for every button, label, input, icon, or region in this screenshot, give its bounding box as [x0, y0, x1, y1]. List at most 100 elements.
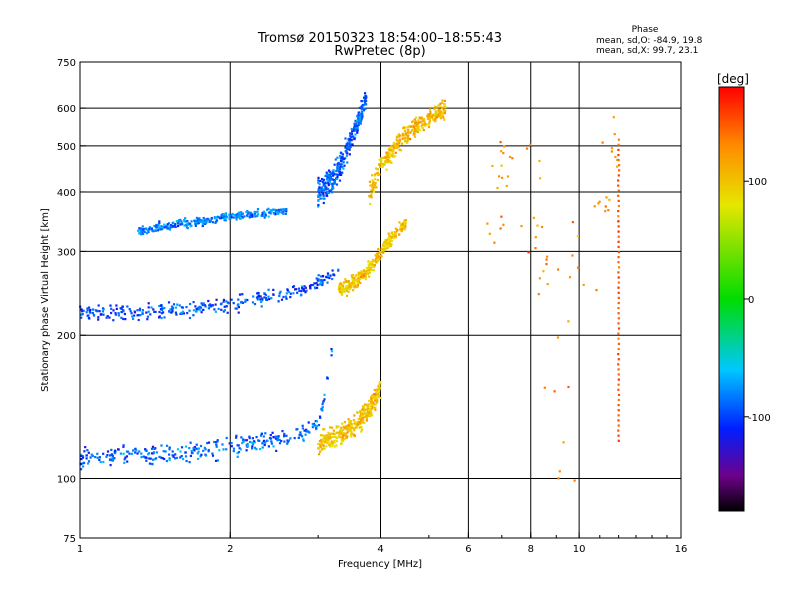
data-point	[617, 261, 620, 264]
data-point	[246, 298, 249, 302]
data-point	[375, 261, 378, 264]
data-point	[617, 225, 620, 228]
data-point	[124, 318, 127, 321]
data-point	[305, 428, 308, 431]
data-point	[153, 224, 156, 228]
data-point	[322, 193, 325, 196]
data-point	[342, 161, 345, 164]
data-point	[371, 188, 375, 191]
data-point	[237, 311, 240, 314]
data-point	[356, 283, 359, 286]
data-point	[326, 191, 329, 194]
data-point	[207, 448, 210, 452]
data-point	[223, 217, 226, 220]
data-point	[225, 300, 228, 303]
data-point	[369, 262, 372, 266]
data-point	[330, 440, 333, 443]
data-point	[361, 274, 364, 277]
data-point	[618, 266, 621, 269]
data-point	[328, 442, 331, 445]
data-point	[339, 432, 342, 435]
grid-lines	[80, 62, 681, 538]
data-point	[331, 170, 334, 173]
data-point	[172, 225, 175, 228]
data-point	[598, 200, 601, 203]
data-point	[398, 221, 401, 224]
data-point	[302, 439, 305, 442]
data-point	[325, 186, 328, 189]
data-point	[367, 268, 370, 271]
data-point	[443, 112, 446, 115]
data-point	[115, 307, 118, 310]
data-point	[363, 269, 366, 272]
data-point	[353, 123, 356, 126]
data-point	[403, 219, 406, 222]
data-point	[168, 227, 171, 230]
data-point	[370, 192, 373, 195]
data-point	[364, 403, 367, 406]
data-point	[254, 212, 257, 215]
data-point	[370, 400, 373, 403]
data-point	[356, 421, 359, 424]
data-point	[617, 434, 620, 437]
data-point	[87, 451, 90, 454]
data-point	[317, 274, 320, 277]
data-point	[238, 447, 241, 450]
data-point	[385, 243, 388, 246]
data-point	[440, 110, 443, 113]
data-point	[263, 292, 266, 295]
data-point	[323, 441, 326, 444]
data-point	[345, 289, 348, 292]
data-point	[328, 178, 332, 182]
data-point	[404, 132, 408, 135]
data-point	[617, 296, 620, 299]
data-point	[235, 436, 238, 439]
data-point	[537, 293, 540, 296]
data-point	[393, 147, 396, 150]
data-point	[284, 295, 287, 298]
data-point	[280, 208, 283, 211]
data-point	[131, 315, 134, 318]
data-point	[206, 442, 209, 445]
data-point	[359, 112, 362, 116]
data-point	[389, 152, 392, 155]
data-point	[439, 102, 442, 105]
data-point	[133, 311, 137, 314]
data-point	[158, 310, 161, 314]
data-point	[166, 223, 169, 226]
data-point	[331, 436, 334, 439]
data-point	[196, 217, 199, 221]
data-point	[316, 283, 319, 286]
data-point	[125, 450, 129, 453]
data-point	[241, 212, 244, 215]
data-point	[109, 454, 112, 457]
data-point	[256, 210, 259, 213]
data-point	[402, 224, 405, 227]
data-point	[321, 180, 324, 183]
data-point	[500, 215, 503, 218]
data-point	[617, 159, 620, 162]
data-point	[179, 223, 182, 226]
data-point	[372, 397, 376, 400]
data-point	[401, 134, 404, 137]
data-point	[112, 309, 115, 312]
data-point	[378, 173, 381, 176]
data-point	[120, 310, 123, 314]
data-point	[153, 229, 156, 232]
data-point	[328, 189, 331, 192]
data-point	[374, 399, 377, 402]
data-point	[366, 411, 369, 415]
data-point	[500, 150, 503, 153]
data-point	[272, 212, 275, 215]
data-point	[213, 308, 216, 311]
data-point	[364, 102, 367, 105]
data-point	[413, 118, 416, 121]
data-point	[81, 310, 84, 313]
data-point	[214, 303, 217, 306]
data-point	[150, 306, 153, 309]
data-point	[321, 282, 324, 285]
data-point	[349, 433, 352, 436]
data-point	[363, 421, 366, 424]
data-point	[123, 312, 126, 316]
data-point	[404, 137, 407, 140]
